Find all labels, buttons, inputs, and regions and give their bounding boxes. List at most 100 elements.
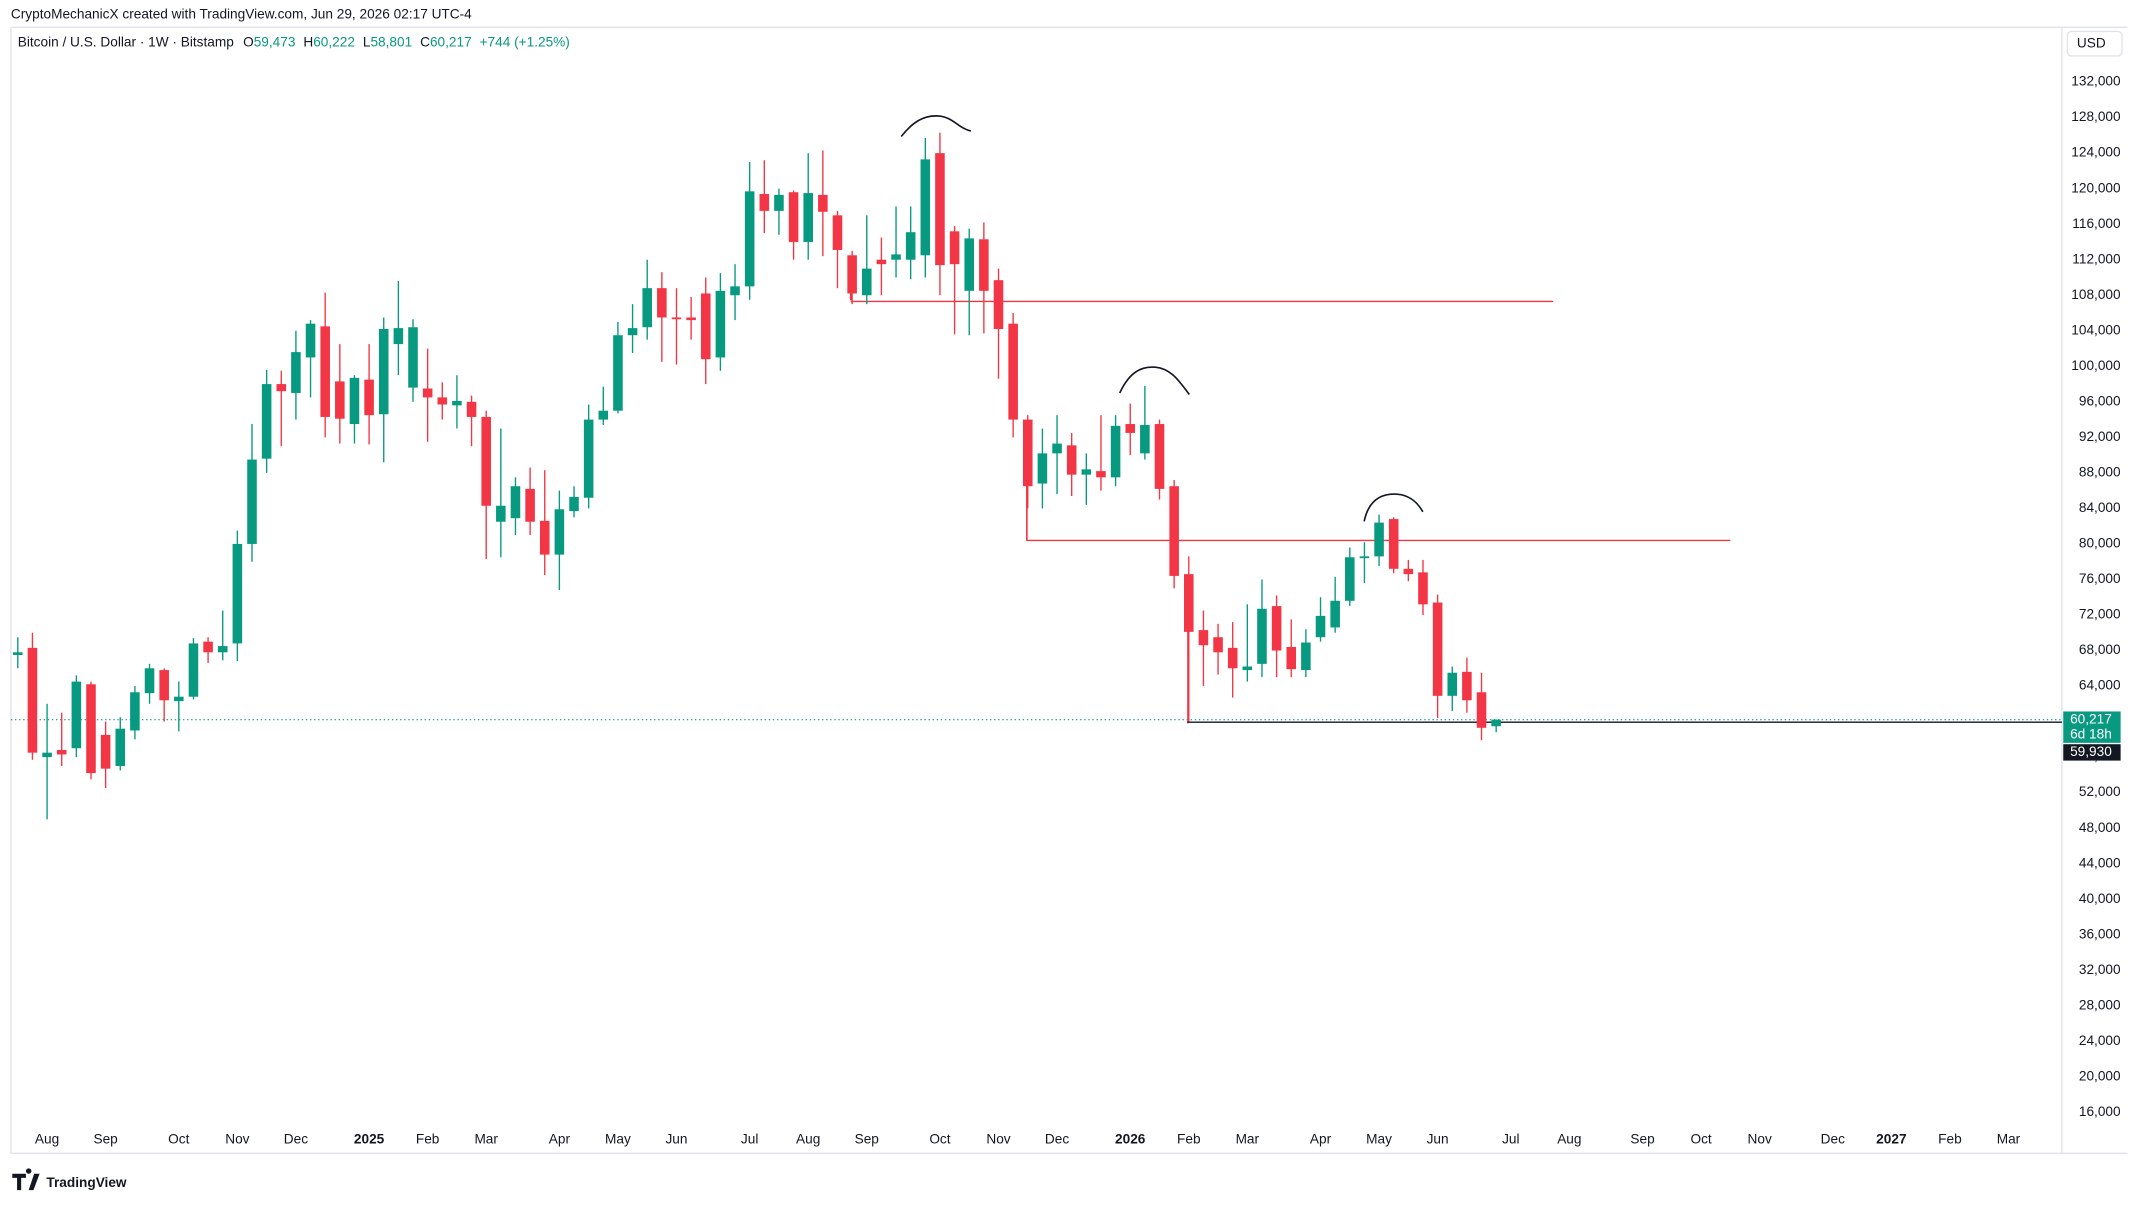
candle-body [1066,445,1077,475]
candle-body [715,290,726,358]
candle-body [876,259,887,265]
countdown: 6d 18h [2070,726,2112,741]
candle-body [276,384,287,392]
y-tick-label: 52,000 [2079,784,2121,799]
x-tick-label: Jun [665,1131,687,1146]
candle-body [671,317,682,320]
candle-body [1447,672,1458,696]
candle-body [1257,608,1267,664]
x-tick-label: 2027 [1876,1131,1906,1146]
candle-body [27,647,38,753]
candle-body [1462,671,1472,701]
candle-body [188,643,199,697]
candle-body [861,268,872,296]
legend-value: 60,217 [430,34,472,49]
candle-body [700,293,711,360]
x-tick-label: Nov [1748,1131,1772,1146]
x-tick-label: 2025 [354,1131,385,1146]
candle-body [613,335,623,411]
currency-box[interactable] [2066,30,2123,57]
candle-body [393,328,404,345]
candle-body [86,684,96,774]
candle-body [539,520,550,555]
legend-key: H [303,34,313,49]
price-label: 59,930 [2070,744,2112,759]
y-tick-label: 92,000 [2079,429,2121,444]
x-tick-label: Mar [1997,1131,2021,1146]
y-tick-label: 24,000 [2079,1033,2121,1048]
candle-body [1345,557,1355,601]
x-tick-label: Oct [1690,1131,1711,1146]
candle-body [232,543,243,644]
currency[interactable]: USD [2077,35,2106,50]
candle-body [891,254,901,260]
candle-body [686,317,696,321]
legend-key: O [243,34,254,49]
candle-body [1432,602,1443,696]
x-tick-label: Apr [549,1131,571,1146]
x-tick-label: Sep [1630,1131,1655,1146]
y-tick-label: 28,000 [2079,997,2121,1012]
x-tick-label: Aug [1557,1131,1581,1146]
legend-value: 58,801 [370,34,412,49]
candle-body [510,486,521,519]
legend-value: 59,473 [254,34,296,49]
x-tick-label: Aug [35,1131,59,1146]
candle-body [100,734,111,769]
y-tick-label: 108,000 [2071,287,2121,302]
candle-body [774,194,784,211]
x-tick-label: Dec [1045,1131,1069,1146]
x-tick-label: Oct [929,1131,950,1146]
candle-body [1330,600,1340,628]
candles [13,132,1501,820]
y-tick-label: 32,000 [2079,962,2121,977]
candle-body [627,328,638,336]
x-tick-label: Nov [225,1131,249,1146]
candle-body [1388,519,1399,569]
x-tick-label: Nov [986,1131,1010,1146]
candle-body [13,652,23,655]
x-tick-label: Aug [796,1131,820,1146]
candle-body [1227,647,1238,669]
candle-body [452,400,462,406]
candle-body [1125,424,1136,433]
candle-body [525,488,535,522]
brand-logo [12,1168,40,1191]
x-tick-label: Mar [474,1131,498,1146]
y-tick-label: 80,000 [2079,536,2121,551]
legend-key: L [363,34,371,49]
candle-body [905,232,916,260]
y-tick-label: 112,000 [2072,251,2121,266]
candle-body [657,288,667,318]
y-tick-label: 96,000 [2079,393,2121,408]
y-tick-label: 84,000 [2079,500,2121,515]
candle-body [144,668,155,694]
legend-key: C [420,34,430,49]
candle-body [159,670,169,701]
candle-body [744,191,755,287]
candle-body [1476,692,1487,728]
arc [1363,493,1424,522]
candle-body [964,238,975,291]
x-tick-label: May [1366,1131,1392,1146]
candle-body [1110,425,1121,478]
candle-body [598,410,609,420]
candle-body [291,352,301,393]
candle-body [1081,469,1092,475]
candle-body [788,192,799,242]
y-tick-label: 104,000 [2071,322,2121,337]
x-tick-label: 2026 [1115,1131,1146,1146]
candle-body [832,215,843,250]
candle-body [1037,453,1048,484]
x-tick-label: Dec [284,1131,308,1146]
drawings [849,115,1424,724]
y-tick-label: 68,000 [2079,642,2121,657]
candle-body [247,459,257,544]
candle-body [569,496,579,512]
candle-body [1359,556,1370,559]
candle-body [174,696,184,702]
candle-body [42,752,52,758]
candle-body [320,326,330,417]
candle-body [203,641,213,653]
